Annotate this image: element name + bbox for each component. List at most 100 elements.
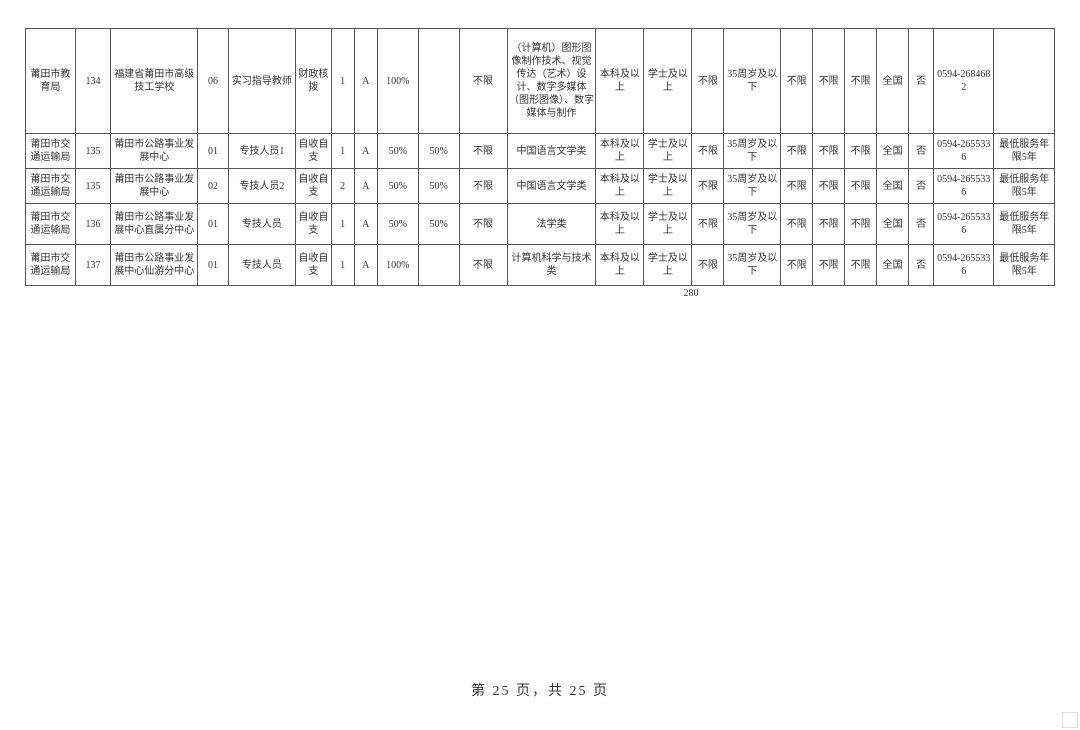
table-cell: 35周岁及以下 — [724, 204, 781, 245]
table-cell: 最低服务年限5年 — [994, 134, 1055, 169]
data-table: 莆田市教育局134福建省莆田市高级技工学校06实习指导教师财政核拨1A100%不… — [25, 28, 1055, 286]
table-row: 莆田市教育局134福建省莆田市高级技工学校06实习指导教师财政核拨1A100%不… — [26, 29, 1055, 134]
table-cell: 136 — [75, 204, 111, 245]
table-cell: 专技人员1 — [228, 134, 296, 169]
table-cell: 不限 — [459, 29, 507, 134]
table-cell: 最低服务年限5年 — [994, 169, 1055, 204]
document-page: 莆田市教育局134福建省莆田市高级技工学校06实习指导教师财政核拨1A100%不… — [0, 0, 1080, 730]
table-cell: 学士及以上 — [644, 29, 692, 134]
table-cell: 35周岁及以下 — [724, 245, 781, 286]
table-cell: 全国 — [877, 134, 909, 169]
table-cell: 不限 — [781, 204, 813, 245]
table-cell: 学士及以上 — [644, 245, 692, 286]
table-row: 莆田市交通运输局137莆田市公路事业发展中心仙游分中心01专技人员自收自支1A1… — [26, 245, 1055, 286]
table-row: 莆田市交通运输局136莆田市公路事业发展中心直属分中心01专技人员自收自支1A5… — [26, 204, 1055, 245]
table-cell: 不限 — [781, 134, 813, 169]
table-cell: 自收自支 — [296, 245, 332, 286]
table-cell: 50% — [418, 134, 459, 169]
table-cell: 不限 — [781, 245, 813, 286]
table-cell: 莆田市公路事业发展中心直属分中心 — [111, 204, 198, 245]
table-cell: 专技人员 — [228, 245, 296, 286]
table-cell: 不限 — [845, 245, 877, 286]
table-cell: 0594-2684682 — [934, 29, 994, 134]
table-cell — [994, 29, 1055, 134]
table-cell: 财政核拨 — [296, 29, 332, 134]
table-cell: 100% — [377, 245, 418, 286]
table-cell: 莆田市公路事业发展中心仙游分中心 — [111, 245, 198, 286]
table-row: 莆田市交通运输局135莆田市公路事业发展中心01专技人员1自收自支1A50%50… — [26, 134, 1055, 169]
table-cell: 否 — [909, 204, 934, 245]
table-cell: 不限 — [813, 169, 845, 204]
table-cell: 全国 — [877, 204, 909, 245]
table-cell: 0594-2655336 — [934, 169, 994, 204]
table-cell: 学士及以上 — [644, 134, 692, 169]
table-cell: 学士及以上 — [644, 204, 692, 245]
table-cell: 1 — [331, 204, 354, 245]
table-cell: 法学类 — [507, 204, 596, 245]
table-cell: 50% — [418, 204, 459, 245]
table-cell: 35周岁及以下 — [724, 169, 781, 204]
table-cell: 0594-2655336 — [934, 134, 994, 169]
table-cell: A — [354, 169, 377, 204]
table-cell: 全国 — [877, 245, 909, 286]
table-cell: 06 — [198, 29, 228, 134]
table-row: 莆田市交通运输局135莆田市公路事业发展中心02专技人员2自收自支2A50%50… — [26, 169, 1055, 204]
table-cell: 莆田市公路事业发展中心 — [111, 169, 198, 204]
table-cell: 不限 — [813, 204, 845, 245]
table-cell: 不限 — [459, 134, 507, 169]
table-cell: 专技人员2 — [228, 169, 296, 204]
table-cell: 否 — [909, 169, 934, 204]
table-cell: 2 — [331, 169, 354, 204]
table-cell: 全国 — [877, 169, 909, 204]
table-cell: 计算机科学与技术类 — [507, 245, 596, 286]
table-cell: 不限 — [845, 169, 877, 204]
table-cell: 不限 — [781, 169, 813, 204]
table-cell: 不限 — [845, 29, 877, 134]
table-cell: 莆田市公路事业发展中心 — [111, 134, 198, 169]
table-cell: 本科及以上 — [596, 245, 644, 286]
table-cell: 不限 — [459, 204, 507, 245]
table-cell: 1 — [331, 245, 354, 286]
table-cell: A — [354, 245, 377, 286]
table-cell — [418, 245, 459, 286]
table-cell: 否 — [909, 134, 934, 169]
table-cell: 莆田市交通运输局 — [26, 204, 76, 245]
table-cell: 01 — [198, 134, 228, 169]
table-cell: 1 — [331, 134, 354, 169]
table-cell: 0594-2655336 — [934, 245, 994, 286]
table-cell: 50% — [418, 169, 459, 204]
table-cell: 35周岁及以下 — [724, 134, 781, 169]
table-cell: 中国语言文学类 — [507, 169, 596, 204]
table-cell: 福建省莆田市高级技工学校 — [111, 29, 198, 134]
table-cell: A — [354, 204, 377, 245]
table-cell: 自收自支 — [296, 204, 332, 245]
table-cell: 不限 — [781, 29, 813, 134]
table-cell: 莆田市交通运输局 — [26, 169, 76, 204]
table-cell: 最低服务年限5年 — [994, 245, 1055, 286]
table-cell: 不限 — [813, 134, 845, 169]
table-cell: 50% — [377, 134, 418, 169]
table-cell: 不限 — [845, 204, 877, 245]
table-cell: 本科及以上 — [596, 169, 644, 204]
table-cell: 本科及以上 — [596, 204, 644, 245]
table-cell — [418, 29, 459, 134]
page-footer: 第 25 页，共 25 页 — [0, 680, 1080, 700]
table-cell: （计算机）图形图像制作技术、视觉传达（艺术）设计、数字多媒体（图形图像）、数字媒… — [507, 29, 596, 134]
table-cell: 不限 — [459, 245, 507, 286]
table-cell: 50% — [377, 204, 418, 245]
table-cell: A — [354, 134, 377, 169]
table-cell: 全国 — [877, 29, 909, 134]
table-cell: 最低服务年限5年 — [994, 204, 1055, 245]
table-cell: 137 — [75, 245, 111, 286]
table-cell: 自收自支 — [296, 169, 332, 204]
table-cell: 莆田市交通运输局 — [26, 245, 76, 286]
table-cell: 01 — [198, 245, 228, 286]
table-cell: 50% — [377, 169, 418, 204]
table-cell: 135 — [75, 134, 111, 169]
table-cell: 本科及以上 — [596, 134, 644, 169]
table-cell: 0594-2655336 — [934, 204, 994, 245]
below-number: 280 — [327, 288, 1055, 299]
table-cell: 02 — [198, 169, 228, 204]
table-cell: 否 — [909, 29, 934, 134]
table-cell: 不限 — [692, 29, 724, 134]
